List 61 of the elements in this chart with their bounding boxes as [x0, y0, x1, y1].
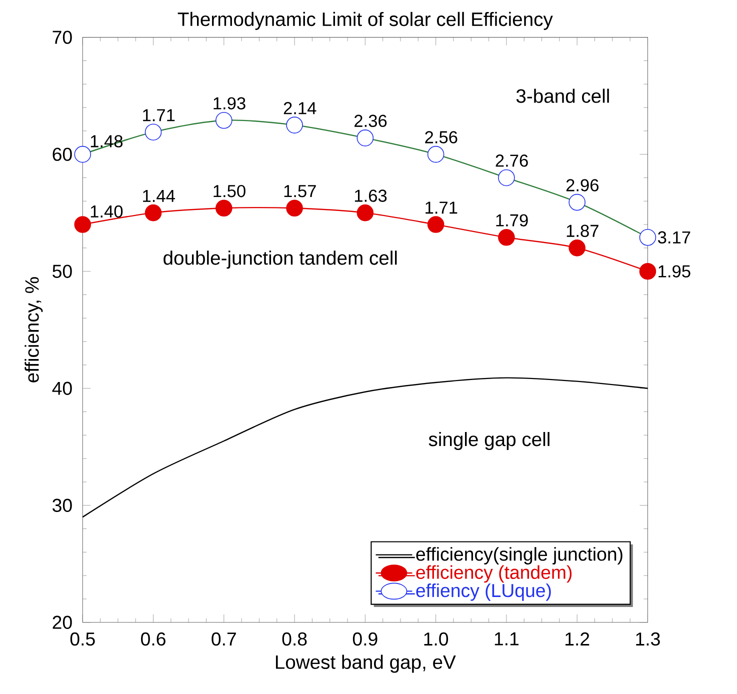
annotation: 1.63 — [354, 189, 387, 202]
x-tick-label: 0.6 — [141, 632, 166, 646]
annotation: 1.79 — [496, 214, 528, 226]
x-tick-label: 0.7 — [212, 632, 236, 646]
point — [286, 116, 303, 134]
x-tick-label: 0.5 — [70, 632, 95, 646]
point — [427, 146, 444, 163]
annotation: 3-band cell — [516, 88, 609, 103]
x-axis-title: Lowest band gap, eV — [276, 654, 456, 673]
point — [356, 204, 374, 222]
annotation: 3.17 — [658, 231, 690, 244]
point — [639, 262, 656, 280]
annotation: 1.87 — [566, 224, 598, 237]
annotation: double-junction tandem cell — [164, 250, 397, 268]
annotation: 1.57 — [284, 184, 316, 198]
point — [74, 146, 92, 163]
annotation: single gap cell — [428, 432, 550, 450]
point — [286, 200, 303, 216]
legend-label: efficiency(single junction) — [416, 546, 622, 564]
annotation: 2.76 — [496, 154, 528, 167]
y-tick-label: 40 — [52, 382, 72, 395]
point — [568, 239, 586, 256]
point — [144, 204, 162, 222]
annotation: 1.44 — [143, 190, 175, 202]
point — [427, 216, 444, 233]
point — [216, 112, 232, 129]
annotation: 2.36 — [354, 114, 387, 127]
annotation: 2.56 — [425, 130, 458, 144]
x-tick-label: 0.8 — [282, 632, 307, 646]
annotation: 1.95 — [658, 265, 690, 278]
point — [498, 228, 515, 246]
point — [498, 169, 515, 186]
y-tick-label: 20 — [52, 616, 72, 629]
y-axis-title: efficiency, % — [24, 277, 43, 382]
point — [74, 216, 92, 233]
legend-label: effiency (LUque) — [416, 583, 551, 601]
line-series — [82, 377, 648, 518]
annotation: 2.14 — [284, 102, 316, 114]
point — [356, 129, 374, 146]
point — [639, 228, 656, 246]
y-tick-label: 60 — [52, 148, 72, 161]
annotation: 1.71 — [143, 109, 175, 121]
x-tick-label: 1.0 — [424, 632, 448, 646]
y-tick-label: 30 — [52, 498, 72, 512]
point — [144, 124, 162, 140]
annotation: 1.71 — [426, 202, 458, 214]
x-tick-label: 1.1 — [494, 632, 519, 646]
legend-label: efficiency (tandem) — [416, 565, 572, 582]
annotation: 1.48 — [90, 134, 123, 148]
annotation: 2.96 — [566, 178, 599, 192]
annotation: 1.93 — [214, 97, 246, 110]
x-tick-label: 1.3 — [636, 632, 660, 646]
annotation: 1.50 — [214, 184, 246, 198]
x-tick-label: 0.9 — [352, 632, 378, 646]
point — [568, 194, 586, 211]
annotation: 1.40 — [90, 205, 123, 218]
y-tick-label: 70 — [52, 30, 72, 44]
point — [216, 200, 232, 216]
x-tick-label: 1.2 — [566, 632, 590, 646]
chart-title: Thermodynamic Limit of solar cell Efficiency — [178, 12, 553, 30]
y-tick-label: 50 — [52, 264, 72, 278]
